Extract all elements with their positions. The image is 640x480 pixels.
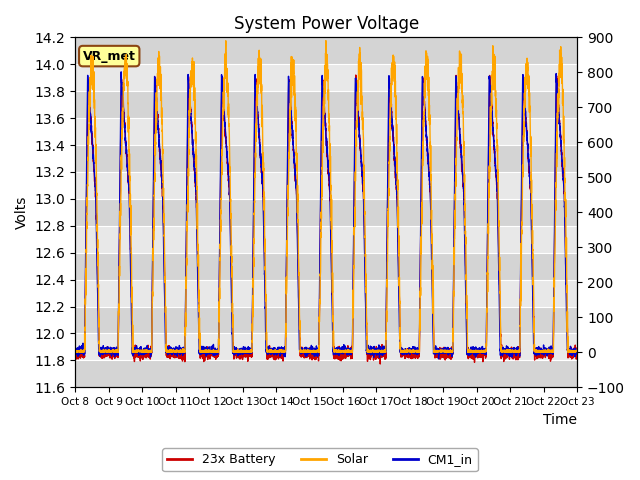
Bar	[76, 37, 577, 64]
X-axis label: Time: Time	[543, 413, 577, 427]
Text: VR_met: VR_met	[83, 49, 136, 62]
Bar	[76, 91, 577, 118]
Y-axis label: Volts: Volts	[15, 196, 29, 229]
Bar	[76, 145, 577, 172]
Bar	[76, 307, 577, 334]
Bar	[76, 199, 577, 226]
Title: System Power Voltage: System Power Voltage	[234, 15, 419, 33]
Bar	[76, 252, 577, 280]
Legend: 23x Battery, Solar, CM1_in: 23x Battery, Solar, CM1_in	[163, 448, 477, 471]
Bar	[76, 360, 577, 387]
